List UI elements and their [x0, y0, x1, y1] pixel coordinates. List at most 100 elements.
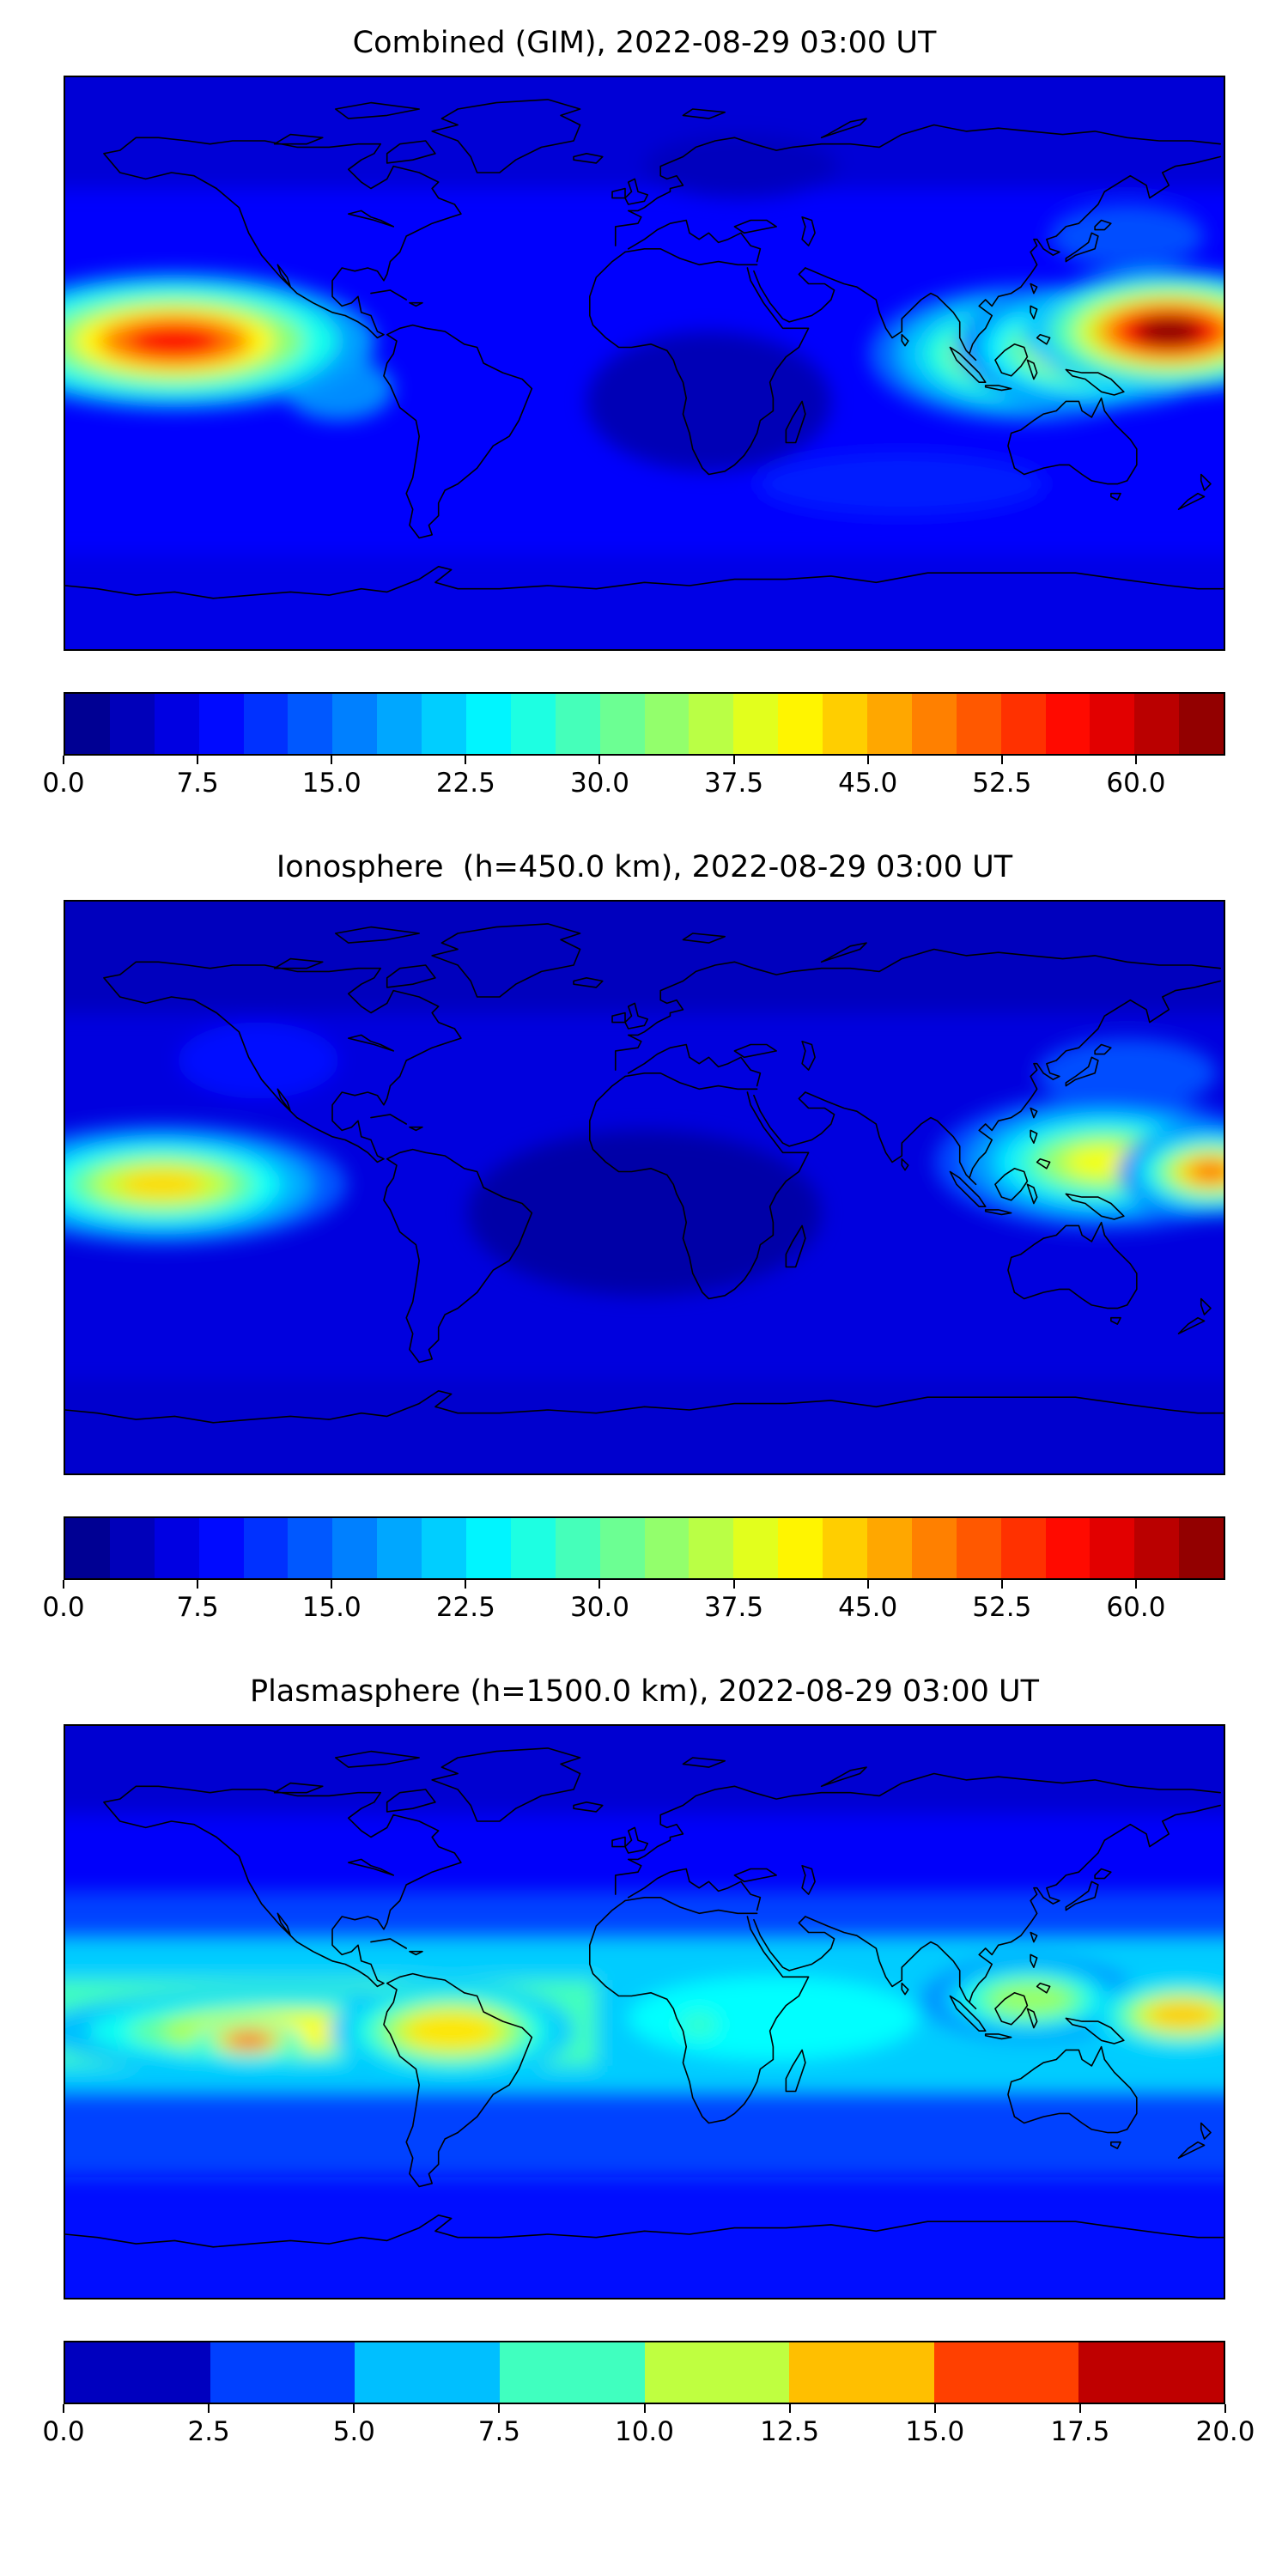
coastline-path	[902, 1159, 908, 1170]
colorbar-tick-label: 30.0	[569, 1592, 629, 1623]
colorbar-segment	[823, 694, 868, 754]
colorbar-tick	[1224, 2404, 1226, 2413]
tec-region	[1049, 204, 1205, 268]
coastline-path	[384, 325, 532, 538]
coastline-path	[336, 927, 419, 944]
colorbar-tick	[331, 1580, 333, 1589]
colorbar-segment	[733, 694, 779, 754]
colorbar-segment	[911, 1518, 957, 1578]
colorbar-tick	[63, 1580, 64, 1589]
colorbar-tick	[1000, 1580, 1003, 1589]
colorbar-segment	[109, 1518, 155, 1578]
coastline-path	[1111, 1318, 1121, 1324]
coastline-path	[1179, 1318, 1205, 1334]
colorbar-tick-label: 2.5	[187, 2416, 230, 2447]
coastline-path	[754, 1917, 835, 1971]
coastline-path	[574, 1802, 603, 1812]
coastline-path	[277, 264, 290, 287]
colorbar-tick-label: 52.5	[972, 768, 1032, 799]
coastline-path	[822, 943, 866, 962]
colorbar-tick-label: 7.5	[176, 1592, 219, 1623]
coastline-path	[349, 1859, 393, 1875]
colorbar-tick	[788, 2404, 791, 2413]
coastline-path	[1037, 335, 1050, 344]
colorbar-tick-label: 30.0	[569, 768, 629, 799]
colorbar-segment	[332, 1518, 378, 1578]
coastline-path	[384, 1974, 532, 2187]
colorbar-segment	[1000, 1518, 1046, 1578]
colorbar-segment	[154, 1518, 199, 1578]
colorbar-segment	[956, 694, 1001, 754]
coastline-path	[986, 1210, 1012, 1215]
colorbar-segment	[377, 1518, 422, 1578]
colorbar-segment	[510, 694, 556, 754]
colorbar-segment	[422, 694, 467, 754]
coastline-path	[805, 1806, 1220, 2009]
coastline-path	[1066, 1881, 1097, 1910]
colorbar-tick-label: 20.0	[1195, 2416, 1255, 2447]
tec-region	[65, 554, 1224, 649]
coastline-path	[277, 1913, 290, 1935]
colorbar-segment	[778, 694, 823, 754]
coastline-path	[410, 1952, 422, 1955]
colorbar-tick-label: 37.5	[704, 1592, 764, 1623]
colorbar-tick-label: 52.5	[972, 1592, 1032, 1623]
tec-hotspot-ring	[1135, 317, 1203, 346]
panel-title: Combined (GIM), 2022-08-29 03:00 UT	[352, 26, 937, 60]
coastline-path	[387, 965, 435, 987]
colorbar-segment	[355, 2342, 500, 2403]
coastline-path	[1066, 369, 1123, 395]
colorbar	[64, 1516, 1225, 1580]
figure: Combined (GIM), 2022-08-29 03:00 UT 0.0 7…	[0, 24, 1288, 2452]
coastline-path	[616, 125, 1220, 246]
coastline-path	[822, 1767, 866, 1786]
coastline-path	[336, 103, 419, 119]
panel-title: Plasmasphere (h=1500.0 km), 2022-08-29 0…	[249, 1674, 1040, 1709]
world-map-svg	[65, 1726, 1224, 2298]
colorbar-segment	[510, 1518, 556, 1578]
coastline-path	[1037, 1984, 1050, 1993]
colorbar-tick	[866, 756, 869, 764]
tec-region	[178, 1022, 339, 1099]
colorbar	[64, 2341, 1225, 2404]
coastline-path	[387, 141, 435, 163]
colorbar-segment	[867, 1518, 912, 1578]
colorbar-tickmarks	[63, 756, 1225, 764]
coastline-path	[625, 249, 757, 265]
tec-hotspot-ring	[228, 2033, 270, 2048]
coastlines	[65, 100, 1224, 598]
coastline-path	[683, 109, 725, 118]
coastline-path	[1095, 1045, 1111, 1054]
colorbar-segment	[599, 694, 645, 754]
coastline-path	[995, 344, 1027, 376]
coastline-path	[1008, 2047, 1137, 2133]
colorbar-tick	[63, 2404, 64, 2413]
world-map-svg	[65, 77, 1224, 649]
colorbar-segment	[1045, 1518, 1091, 1578]
colorbar-segment	[1078, 2342, 1224, 2403]
colorbar-tick-label: 10.0	[614, 2416, 675, 2447]
coastline-path	[1030, 1954, 1036, 1967]
colorbar-tick	[933, 2404, 936, 2413]
coastline-path	[822, 118, 866, 137]
colorbar-tick-labels: 0.0 7.5 15.0 22.5 30.0 37.5 45.0 52.5 60.0	[42, 766, 1225, 804]
coastline-path	[590, 1901, 809, 2123]
colorbar-segment	[823, 1518, 868, 1578]
coastline-path	[1066, 233, 1097, 261]
coastline-path	[802, 217, 815, 246]
colorbar-tick	[643, 2404, 646, 2413]
colorbar-segment	[1134, 1518, 1180, 1578]
colorbar-wrap: 0.0 2.5 5.0 7.5 10.0 12.5 15.0 17.5 20.0	[42, 2341, 1255, 2452]
coastline-path	[1066, 2018, 1123, 2044]
colorbar-segment	[555, 694, 600, 754]
tec-region	[65, 77, 1224, 189]
colorbar-segment	[555, 1518, 600, 1578]
coastline-path	[1030, 1109, 1036, 1118]
colorbar-tick-labels: 0.0 2.5 5.0 7.5 10.0 12.5 15.0 17.5 20.0	[42, 2415, 1255, 2452]
colorbar-segment	[198, 1518, 244, 1578]
colorbar-segment	[1134, 694, 1180, 754]
colorbar-segment	[644, 2342, 790, 2403]
coastline-path	[734, 221, 776, 234]
colorbar-segment	[689, 1518, 734, 1578]
colorbar-segment	[867, 694, 912, 754]
